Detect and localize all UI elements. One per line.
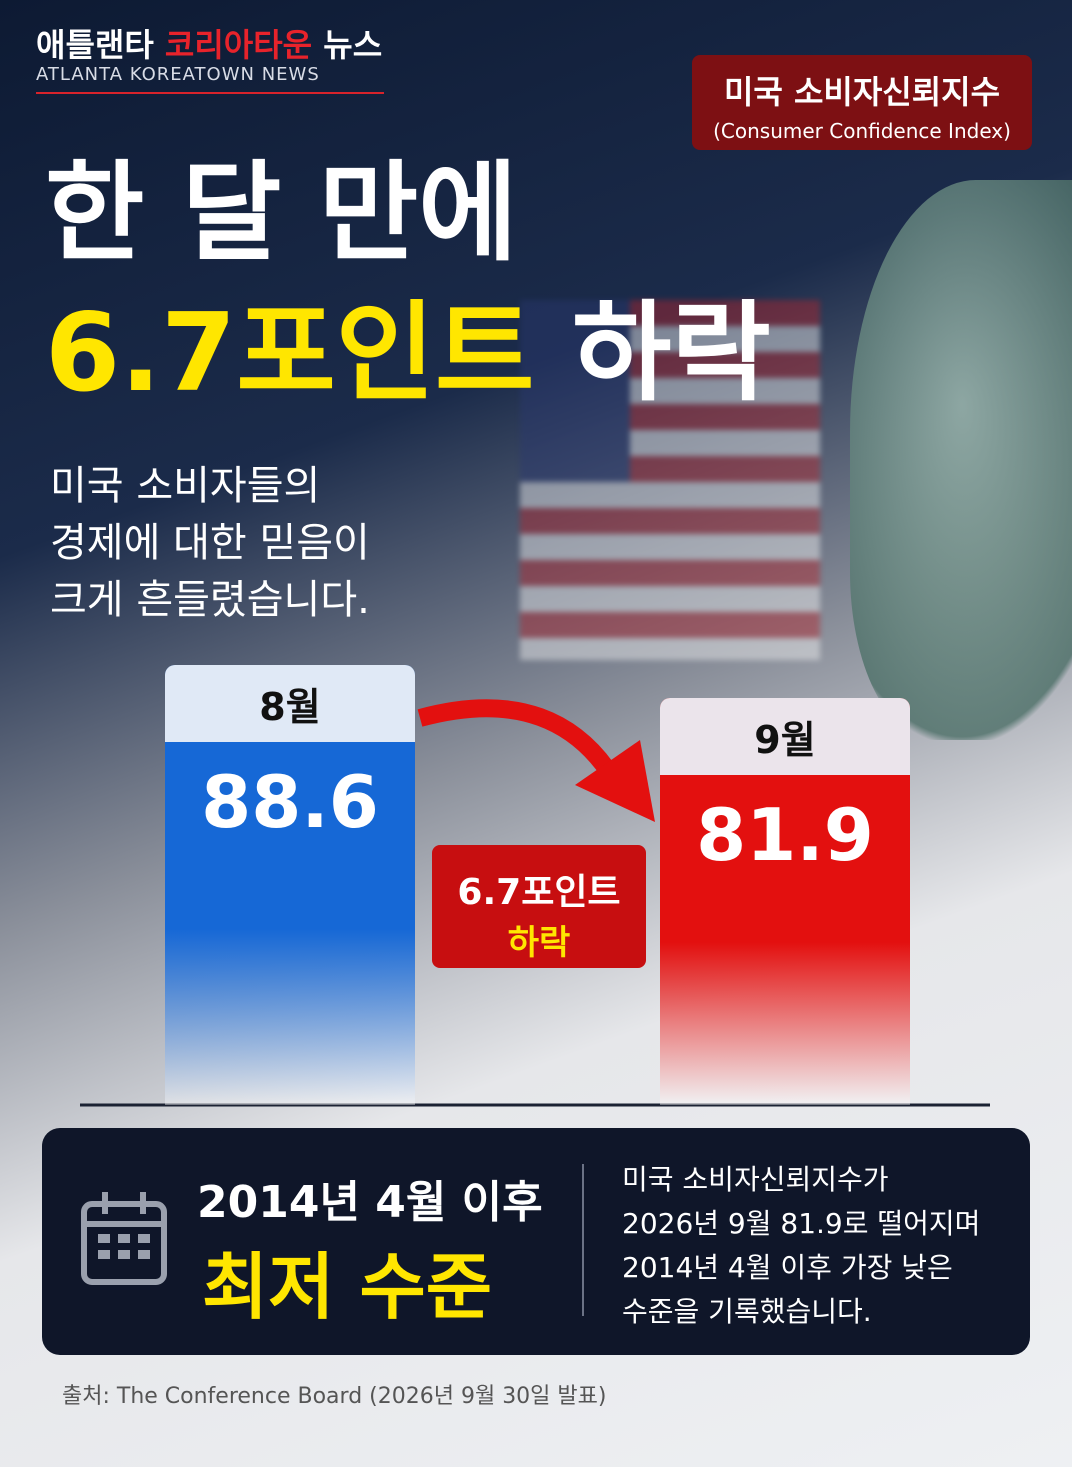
flag-image bbox=[520, 300, 820, 660]
change-box: 6.7포인트 하락 bbox=[432, 845, 646, 968]
bar-category: 8월 bbox=[165, 665, 415, 742]
summary-line: 수준을 기록했습니다. bbox=[622, 1295, 872, 1328]
badge-title: 미국 소비자신뢰지수 bbox=[723, 73, 1001, 111]
bar-value-label: 81.9 bbox=[696, 793, 874, 878]
divider bbox=[582, 1164, 584, 1316]
summary-line: 미국 소비자신뢰지수가 bbox=[622, 1163, 889, 1196]
badge: 미국 소비자신뢰지수 (Consumer Confidence Index) bbox=[692, 55, 1032, 150]
brand-en: ATLANTA KOREATOWN NEWS bbox=[36, 64, 320, 85]
intro-line: 경제에 대한 믿음이 bbox=[50, 520, 370, 566]
brand-rule bbox=[36, 92, 384, 94]
change-label: 하락 bbox=[507, 923, 571, 963]
bar-category: 9월 bbox=[660, 698, 910, 776]
summary-highlight: 최저 수준 bbox=[202, 1245, 493, 1329]
headline-rest: 하락 bbox=[572, 291, 771, 416]
intro-line: 미국 소비자들의 bbox=[50, 463, 321, 509]
arrow-head bbox=[575, 740, 655, 822]
calendar-icon bbox=[81, 1192, 167, 1285]
change-value: 6.7포인트 bbox=[457, 872, 621, 913]
source: 출처: The Conference Board (2026년 9월 30일 발… bbox=[62, 1384, 607, 1409]
headline-line1: 한 달 만에 bbox=[45, 151, 518, 276]
intro-line: 크게 흔들렸습니다. bbox=[50, 577, 370, 623]
bar: 8월 88.6 bbox=[165, 665, 415, 1105]
statue-image bbox=[850, 180, 1072, 740]
arrow bbox=[417, 699, 628, 795]
summary-text: 미국 소비자신뢰지수가 2026년 9월 81.9로 떨어지며 2014년 4월 이… bbox=[622, 1158, 980, 1334]
brand-b: 코리아타운 bbox=[164, 26, 313, 64]
brand-c: 뉴스 bbox=[323, 26, 383, 64]
summary-panel: 2014년 4월 이후 최저 수준 미국 소비자신뢰지수가 2026년 9월 81… bbox=[42, 1128, 1030, 1355]
headline-highlight: 6.7포인트 bbox=[45, 291, 535, 416]
bar: 9월 81.9 bbox=[660, 698, 910, 1105]
brand-a: 애틀랜타 bbox=[36, 26, 154, 64]
brand: 애틀랜타 코리아타운 뉴스 bbox=[36, 20, 382, 66]
headline-line2: 6.7포인트 하락 bbox=[45, 300, 771, 408]
summary-title: 2014년 4월 이후 bbox=[197, 1177, 543, 1228]
badge-subtitle: (Consumer Confidence Index) bbox=[713, 119, 1011, 143]
summary-line: 2026년 9월 81.9로 떨어지며 bbox=[622, 1207, 981, 1240]
summary-line: 2014년 4월 이후 가장 낮은 bbox=[622, 1251, 953, 1284]
bar-value-label: 88.6 bbox=[201, 760, 379, 844]
